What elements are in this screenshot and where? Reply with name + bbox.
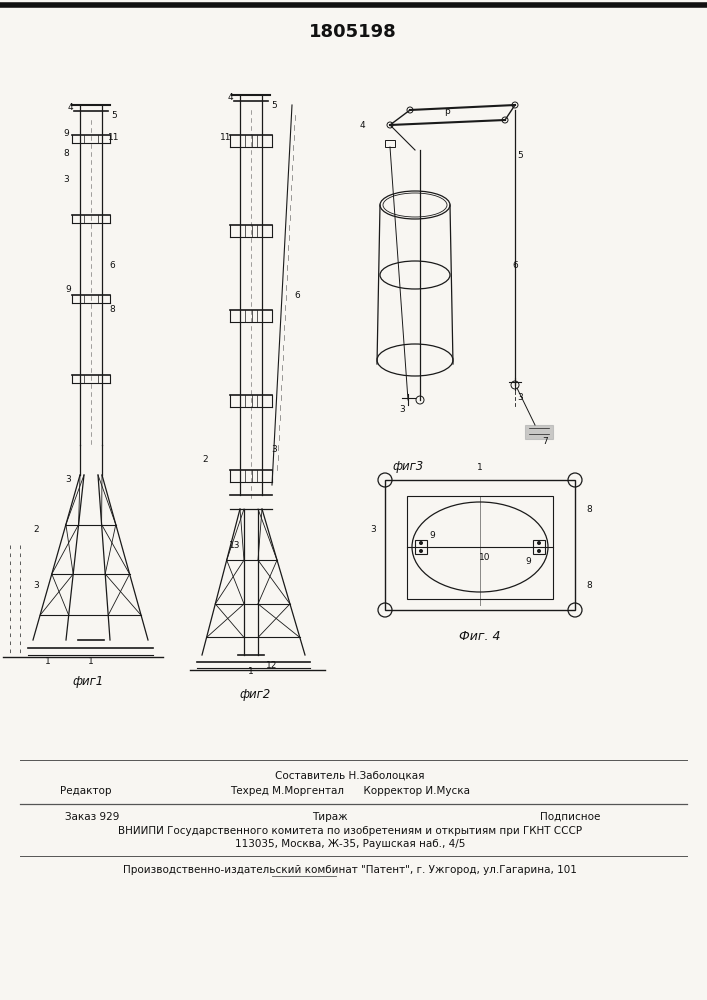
Text: 12: 12 [267,662,278,670]
Text: 3: 3 [63,176,69,184]
Text: 8: 8 [109,306,115,314]
Text: 1805198: 1805198 [309,23,397,41]
Bar [533,540,545,554]
Text: фиг2: фиг2 [240,688,271,701]
Text: 3: 3 [517,392,523,401]
Text: Редактор: Редактор [60,786,112,796]
Text: 1: 1 [45,656,51,666]
Text: Подписное: Подписное [540,812,600,822]
Bar [385,140,395,147]
Text: 9: 9 [63,128,69,137]
Text: 5: 5 [517,150,523,159]
Text: 113035, Москва, Ж-35, Раушская наб., 4/5: 113035, Москва, Ж-35, Раушская наб., 4/5 [235,839,465,849]
Text: 3: 3 [399,406,405,414]
Text: 7: 7 [542,438,548,446]
Text: 1: 1 [477,464,483,473]
Bar [407,496,553,599]
Text: 4: 4 [227,93,233,102]
Text: 6: 6 [109,260,115,269]
Text: фиг1: фиг1 [72,675,104,688]
Bar [415,540,427,554]
Text: фиг3: фиг3 [392,460,423,473]
Text: 1: 1 [88,656,94,666]
Text: 11: 11 [221,132,232,141]
Text: 4: 4 [359,120,365,129]
Circle shape [419,549,423,553]
Circle shape [537,541,541,545]
Text: 8: 8 [586,506,592,514]
Text: Составитель Н.Заболоцкая: Составитель Н.Заболоцкая [275,771,425,781]
Bar [525,425,553,439]
Text: Тираж: Тираж [312,812,348,822]
Text: Фиг. 4: Фиг. 4 [460,630,501,643]
Circle shape [419,541,423,545]
Text: Производственно-издательский комбинат "Патент", г. Ужгород, ул.Гагарина, 101: Производственно-издательский комбинат "П… [123,865,577,875]
Text: 5: 5 [111,110,117,119]
Text: 3: 3 [370,526,376,534]
Text: 2: 2 [202,456,208,464]
Bar [385,480,575,610]
Text: 4: 4 [67,103,73,111]
Text: Заказ 929: Заказ 929 [65,812,119,822]
Text: 2: 2 [33,526,39,534]
Text: 6: 6 [294,290,300,300]
Text: 9: 9 [429,530,435,540]
Text: 3: 3 [65,476,71,485]
Text: 9: 9 [525,556,531,566]
Text: 1: 1 [248,668,254,676]
Text: р: р [444,107,450,116]
Text: 3: 3 [271,446,277,454]
Text: 6: 6 [512,260,518,269]
Text: 5: 5 [271,101,277,109]
Text: 9: 9 [65,286,71,294]
Text: Техред М.Моргентал      Корректор И.Муска: Техред М.Моргентал Корректор И.Муска [230,786,470,796]
Text: 11: 11 [108,132,119,141]
Text: ВНИИПИ Государственного комитета по изобретениям и открытиям при ГКНТ СССР: ВНИИПИ Государственного комитета по изоб… [118,826,582,836]
Circle shape [537,549,541,553]
Text: 3: 3 [33,580,39,589]
Text: 8: 8 [586,580,592,589]
Text: 13: 13 [229,540,241,550]
Text: 10: 10 [479,552,491,562]
Text: 8: 8 [63,148,69,157]
